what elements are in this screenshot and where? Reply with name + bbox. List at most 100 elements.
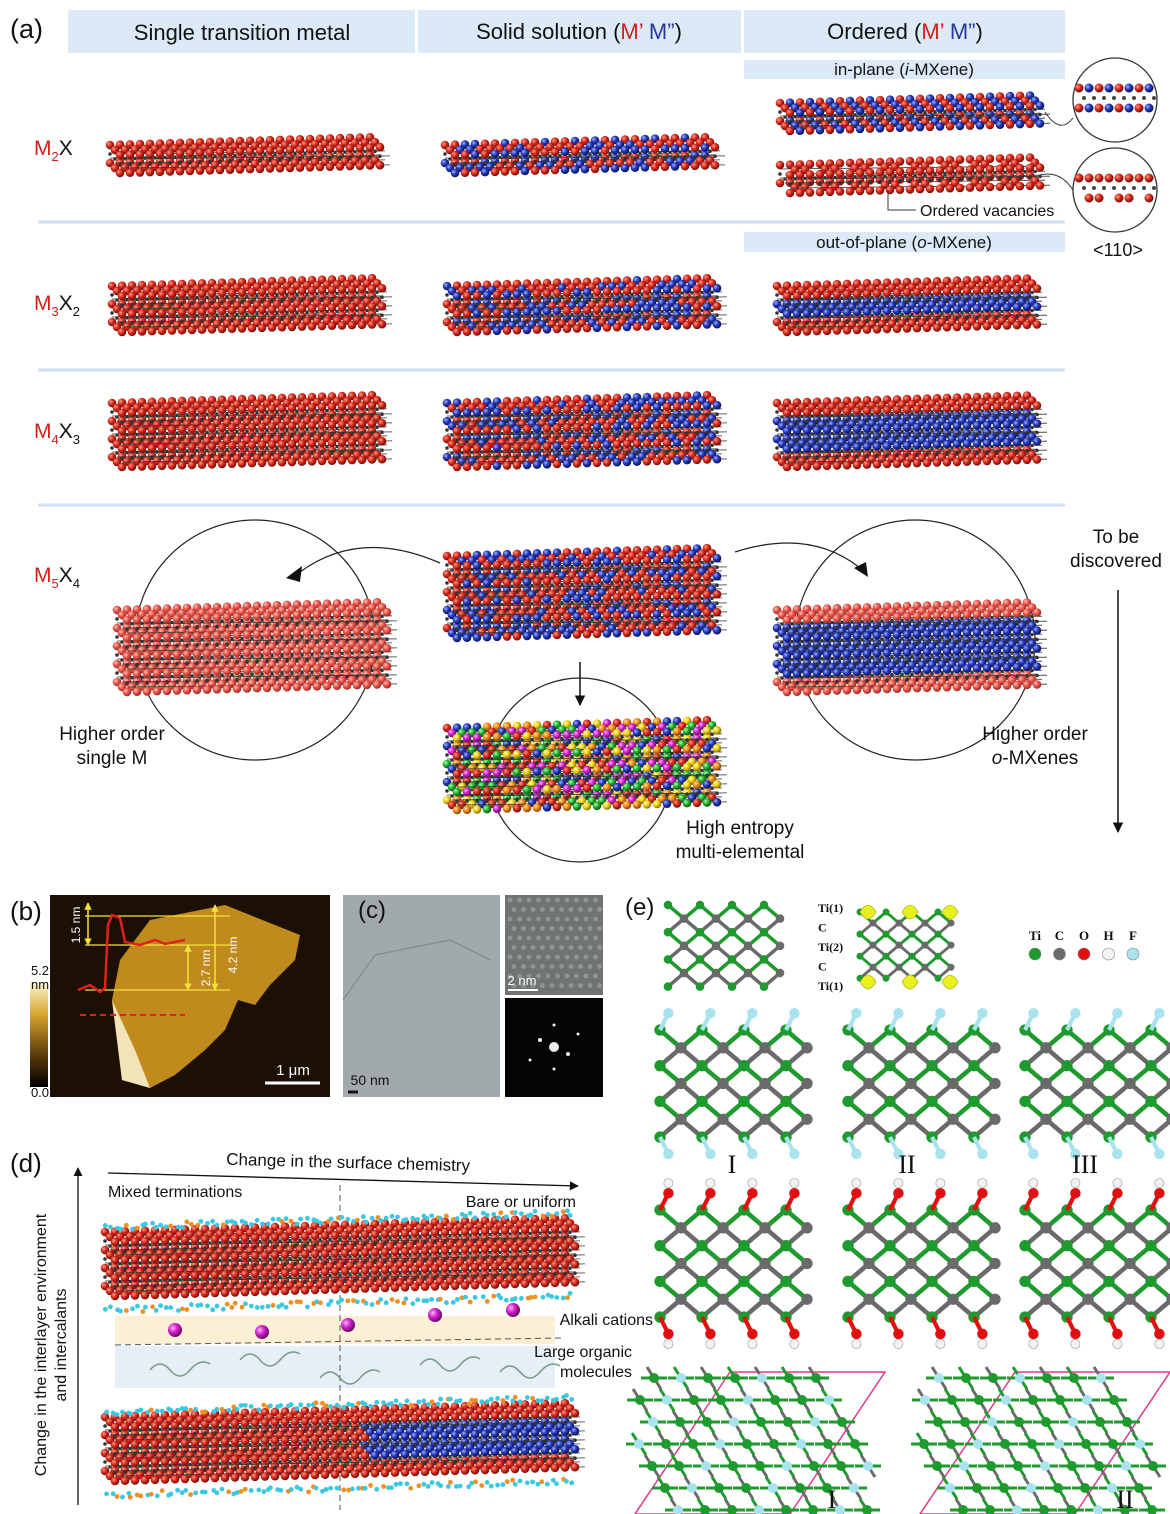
metal-atom	[902, 288, 912, 297]
nonmetal-atom	[128, 161, 132, 166]
nonmetal-atom	[220, 318, 224, 322]
metal-atom	[470, 168, 480, 177]
metal-atom	[510, 148, 520, 158]
nonmetal-atom	[255, 429, 259, 433]
nonmetal-atom	[313, 151, 317, 155]
metal-atom	[560, 165, 570, 174]
metal-atom	[712, 319, 722, 329]
nonmetal-atom	[490, 315, 494, 319]
metal-atom	[462, 309, 472, 319]
nonmetal-atom	[265, 659, 269, 663]
nonmetal-atom	[900, 312, 904, 317]
nonmetal-atom	[345, 638, 349, 643]
nonmetal-atom	[553, 159, 557, 163]
nonmetal-atom	[220, 417, 224, 421]
nonmetal-atom	[603, 157, 607, 162]
metal-atom	[265, 146, 275, 155]
text-part: 3	[73, 432, 80, 447]
nonmetal-atom	[250, 317, 254, 321]
nonmetal-atom	[995, 413, 999, 418]
nonmetal-atom	[700, 290, 704, 295]
metal-atom	[247, 323, 257, 333]
nonmetal-atom	[365, 290, 369, 295]
nonmetal-atom	[243, 153, 247, 157]
metal-atom	[162, 668, 172, 678]
metal-atom	[885, 105, 895, 115]
nonmetal-atom	[1025, 449, 1029, 453]
nonmetal-atom	[775, 311, 779, 315]
nonmetal-atom	[935, 415, 939, 420]
metal-atom	[172, 614, 182, 623]
metal-atom	[1035, 119, 1045, 128]
nonmetal-atom	[658, 150, 662, 155]
nonmetal-atom	[930, 311, 934, 316]
metal-atom	[337, 456, 347, 465]
nonmetal-atom	[285, 640, 289, 644]
text-part: (a)	[10, 14, 43, 44]
nonmetal-atom	[270, 635, 274, 640]
metal-atom	[612, 457, 622, 467]
nonmetal-atom	[935, 316, 939, 321]
metal-atom	[942, 421, 952, 431]
nonmetal-atom	[653, 156, 657, 160]
metal-atom	[502, 443, 512, 452]
metal-atom	[202, 667, 212, 676]
nonmetal-atom	[580, 429, 584, 433]
metal-atom	[1104, 83, 1114, 93]
nonmetal-atom	[340, 314, 344, 319]
metal-atom	[327, 438, 337, 448]
metal-atom	[167, 425, 177, 434]
metal-atom	[995, 182, 1005, 191]
metal-atom	[802, 309, 812, 318]
metal-atom	[1114, 103, 1124, 113]
nonmetal-atom	[785, 420, 789, 424]
nonmetal-atom	[110, 446, 114, 450]
nonmetal-atom	[235, 411, 239, 416]
metal-atom	[142, 687, 152, 696]
metal-atom	[560, 147, 570, 156]
nonmetal-atom	[370, 632, 374, 637]
metal-atom	[602, 323, 612, 332]
metal-atom	[1005, 120, 1015, 129]
nonmetal-atom	[1010, 309, 1014, 313]
metal-atom	[287, 304, 297, 314]
nonmetal-atom	[545, 300, 549, 305]
nonmetal-atom	[875, 417, 879, 422]
nonmetal-atom	[220, 619, 224, 623]
metal-atom	[142, 633, 152, 642]
header-band	[744, 10, 1065, 53]
metal-atom	[942, 403, 952, 413]
nonmetal-atom	[715, 313, 719, 318]
nonmetal-atom	[255, 659, 259, 663]
nonmetal-atom	[260, 452, 264, 456]
metal-atom	[1134, 103, 1144, 113]
nonmetal-atom	[663, 155, 667, 160]
nonmetal-atom	[185, 661, 189, 665]
metal-atom	[995, 164, 1005, 173]
metal-atom	[462, 426, 472, 436]
metal-atom	[347, 284, 357, 294]
metal-atom	[522, 424, 532, 434]
nonmetal-atom	[815, 419, 819, 423]
metal-atom	[702, 401, 712, 410]
nonmetal-atom	[1005, 449, 1009, 454]
metal-atom	[277, 439, 287, 449]
nonmetal-atom	[630, 310, 634, 315]
nonmetal-atom	[120, 303, 124, 307]
nonmetal-atom	[520, 296, 524, 300]
metal-atom	[192, 685, 202, 695]
nonmetal-atom	[515, 418, 519, 423]
nonmetal-atom	[1092, 186, 1096, 190]
metal-atom	[157, 290, 167, 300]
metal-atom	[312, 664, 322, 673]
metal-atom	[272, 629, 282, 638]
nonmetal-atom	[333, 150, 337, 155]
metal-atom	[355, 161, 365, 171]
metal-atom	[912, 458, 922, 468]
nonmetal-atom	[1033, 169, 1037, 174]
nonmetal-atom	[370, 313, 374, 318]
metal-atom	[882, 306, 892, 316]
nonmetal-atom	[140, 302, 144, 307]
label: <110>	[1093, 240, 1143, 260]
nonmetal-atom	[215, 660, 219, 665]
